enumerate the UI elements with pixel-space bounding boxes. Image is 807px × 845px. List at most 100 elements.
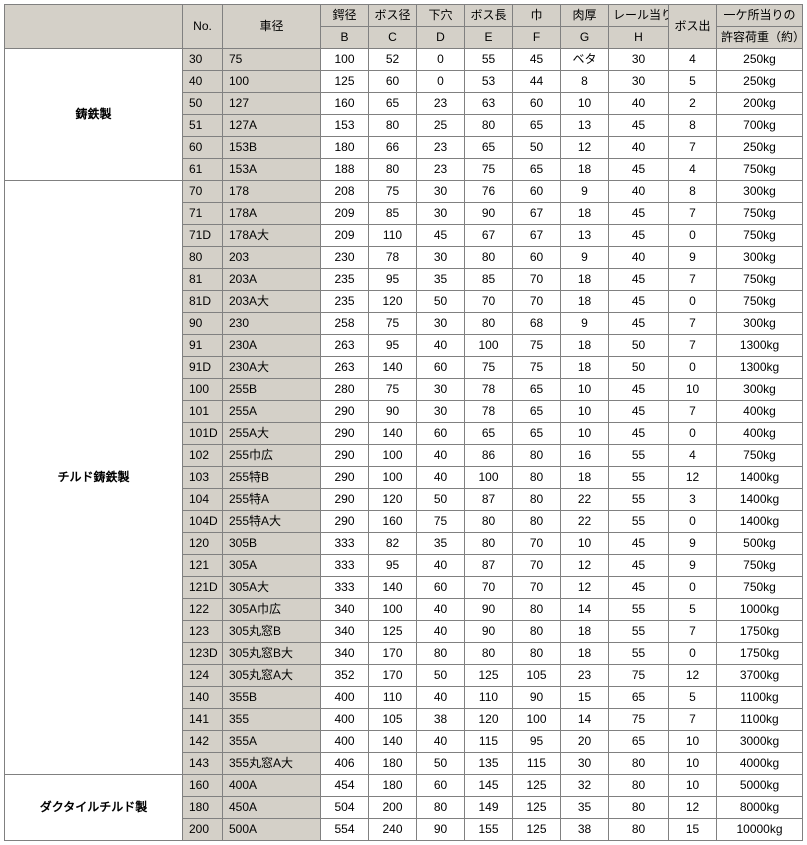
- category-cell: 鋳鉄製: [5, 49, 183, 181]
- value-cell: 80: [417, 643, 465, 665]
- value-cell: 504: [321, 797, 369, 819]
- value-cell: 45: [609, 423, 669, 445]
- value-cell: 75: [609, 665, 669, 687]
- no-cell: 123D: [183, 643, 223, 665]
- value-cell: 10: [561, 533, 609, 555]
- diameter-cell: 355丸窓A大: [223, 753, 321, 775]
- value-cell: 80: [513, 621, 561, 643]
- value-cell: 750kg: [717, 577, 803, 599]
- col-header-top-5: 下穴: [417, 5, 465, 27]
- value-cell: 4000kg: [717, 753, 803, 775]
- value-cell: 87: [465, 555, 513, 577]
- no-cell: 30: [183, 49, 223, 71]
- diameter-cell: 255A大: [223, 423, 321, 445]
- diameter-cell: 305丸窓B: [223, 621, 321, 643]
- value-cell: 30: [609, 71, 669, 93]
- value-cell: 40: [609, 247, 669, 269]
- value-cell: 95: [513, 731, 561, 753]
- value-cell: 120: [369, 489, 417, 511]
- value-cell: 5: [669, 599, 717, 621]
- value-cell: 60: [417, 577, 465, 599]
- diameter-cell: 203: [223, 247, 321, 269]
- diameter-cell: 153A: [223, 159, 321, 181]
- value-cell: 80: [513, 489, 561, 511]
- value-cell: 290: [321, 489, 369, 511]
- value-cell: 18: [561, 621, 609, 643]
- value-cell: 40: [417, 335, 465, 357]
- no-cell: 121D: [183, 577, 223, 599]
- value-cell: 12: [561, 137, 609, 159]
- value-cell: 250kg: [717, 137, 803, 159]
- value-cell: 55: [609, 643, 669, 665]
- diameter-cell: 355A: [223, 731, 321, 753]
- value-cell: 45: [609, 533, 669, 555]
- no-cell: 100: [183, 379, 223, 401]
- value-cell: 10: [561, 93, 609, 115]
- no-cell: 140: [183, 687, 223, 709]
- value-cell: 9: [669, 533, 717, 555]
- value-cell: 70: [465, 577, 513, 599]
- col-header-1: No.: [183, 5, 223, 49]
- value-cell: 1300kg: [717, 357, 803, 379]
- value-cell: 100: [369, 445, 417, 467]
- value-cell: 45: [609, 555, 669, 577]
- value-cell: 4: [669, 445, 717, 467]
- value-cell: 105: [369, 709, 417, 731]
- value-cell: 10: [669, 753, 717, 775]
- value-cell: 45: [417, 225, 465, 247]
- value-cell: 2: [669, 93, 717, 115]
- value-cell: 9: [561, 247, 609, 269]
- value-cell: 200: [369, 797, 417, 819]
- value-cell: 1750kg: [717, 621, 803, 643]
- value-cell: 22: [561, 489, 609, 511]
- value-cell: 10: [561, 379, 609, 401]
- value-cell: 290: [321, 467, 369, 489]
- no-cell: 180: [183, 797, 223, 819]
- no-cell: 200: [183, 819, 223, 841]
- value-cell: 400kg: [717, 423, 803, 445]
- value-cell: 1750kg: [717, 643, 803, 665]
- col-header-top-7: 巾: [513, 5, 561, 27]
- value-cell: 60: [513, 93, 561, 115]
- value-cell: 80: [417, 797, 465, 819]
- value-cell: 240: [369, 819, 417, 841]
- col-header-bottom-4: C: [369, 27, 417, 49]
- value-cell: 80: [465, 533, 513, 555]
- value-cell: 68: [513, 313, 561, 335]
- value-cell: 125: [465, 665, 513, 687]
- value-cell: 95: [369, 269, 417, 291]
- value-cell: 115: [465, 731, 513, 753]
- value-cell: 90: [465, 621, 513, 643]
- value-cell: 45: [609, 225, 669, 247]
- value-cell: 280: [321, 379, 369, 401]
- value-cell: 400: [321, 687, 369, 709]
- value-cell: 0: [669, 291, 717, 313]
- value-cell: 170: [369, 643, 417, 665]
- value-cell: 140: [369, 577, 417, 599]
- value-cell: 1100kg: [717, 709, 803, 731]
- value-cell: 87: [465, 489, 513, 511]
- diameter-cell: 75: [223, 49, 321, 71]
- value-cell: 400kg: [717, 401, 803, 423]
- value-cell: 13: [561, 115, 609, 137]
- value-cell: 8: [669, 115, 717, 137]
- diameter-cell: 230: [223, 313, 321, 335]
- value-cell: 125: [513, 775, 561, 797]
- value-cell: 0: [669, 357, 717, 379]
- value-cell: 40: [417, 555, 465, 577]
- value-cell: 45: [609, 313, 669, 335]
- value-cell: 15: [561, 687, 609, 709]
- value-cell: 90: [465, 599, 513, 621]
- value-cell: 300kg: [717, 247, 803, 269]
- value-cell: 300kg: [717, 181, 803, 203]
- value-cell: 105: [513, 665, 561, 687]
- value-cell: 65: [513, 401, 561, 423]
- value-cell: 125: [513, 797, 561, 819]
- value-cell: 30: [561, 753, 609, 775]
- value-cell: 18: [561, 357, 609, 379]
- value-cell: 75: [513, 335, 561, 357]
- value-cell: 75: [417, 511, 465, 533]
- value-cell: 180: [369, 775, 417, 797]
- value-cell: 38: [561, 819, 609, 841]
- value-cell: 155: [465, 819, 513, 841]
